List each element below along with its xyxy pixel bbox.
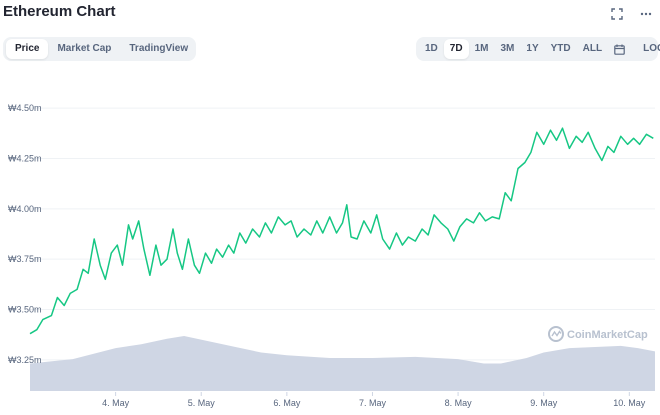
tab-market-cap[interactable]: Market Cap [57, 43, 112, 54]
view-tabs: Price Market Cap TradingView [3, 37, 196, 61]
coinmarketcap-logo-icon [548, 326, 564, 342]
tab-log[interactable]: LOG [643, 43, 660, 54]
tab-1m[interactable]: 1M [474, 43, 489, 54]
volume-area [30, 336, 655, 391]
tab-tradingview[interactable]: TradingView [129, 43, 189, 54]
more-icon[interactable] [638, 6, 654, 22]
chart-title: Ethereum Chart [3, 3, 116, 20]
calendar-icon[interactable] [608, 39, 631, 59]
tab-7d[interactable]: 7D [443, 39, 469, 59]
volume-area-path [30, 336, 655, 391]
price-line [29, 127, 654, 335]
x-tick-label: 9. May [530, 398, 558, 408]
price-chart[interactable]: ₩4.50m ₩4.25m ₩4.00m ₩3.75m ₩3.50m ₩3.25m 4. … [0, 80, 660, 415]
y-tick-label: ₩3.25m [8, 355, 42, 365]
x-tick-label: 10. May [613, 398, 646, 408]
watermark: CoinMarketCap [548, 326, 648, 342]
grid-lines [30, 107, 655, 361]
x-tick-label: 5. May [188, 398, 216, 408]
watermark-text: CoinMarketCap [567, 329, 648, 341]
price-series-line [29, 127, 654, 335]
tab-all[interactable]: ALL [582, 43, 603, 54]
x-axis-labels: 4. May 5. May 6. May 7. May 8. May 9. May 10. … [102, 392, 646, 408]
x-tick-label: 4. May [102, 398, 130, 408]
x-tick-label: 8. May [445, 398, 473, 408]
x-tick-label: 7. May [359, 398, 387, 408]
y-tick-label: ₩4.50m [8, 103, 42, 113]
y-tick-label: ₩3.75m [8, 254, 42, 264]
tab-1y[interactable]: 1Y [526, 43, 539, 54]
y-tick-label: ₩4.00m [8, 204, 42, 214]
x-tick-label: 6. May [273, 398, 301, 408]
y-tick-label: ₩3.50m [8, 305, 42, 315]
y-axis-labels: ₩4.50m ₩4.25m ₩4.00m ₩3.75m ₩3.50m ₩3.25m [8, 103, 42, 365]
tab-ytd[interactable]: YTD [550, 43, 571, 54]
y-tick-label: ₩4.25m [8, 153, 42, 163]
range-tabs: 1D 7D 1M 3M 1Y YTD ALL LOG [416, 37, 660, 61]
tab-3m[interactable]: 3M [500, 43, 515, 54]
tab-price[interactable]: Price [6, 39, 49, 59]
tab-1d[interactable]: 1D [425, 43, 438, 54]
fullscreen-icon[interactable] [609, 6, 625, 22]
